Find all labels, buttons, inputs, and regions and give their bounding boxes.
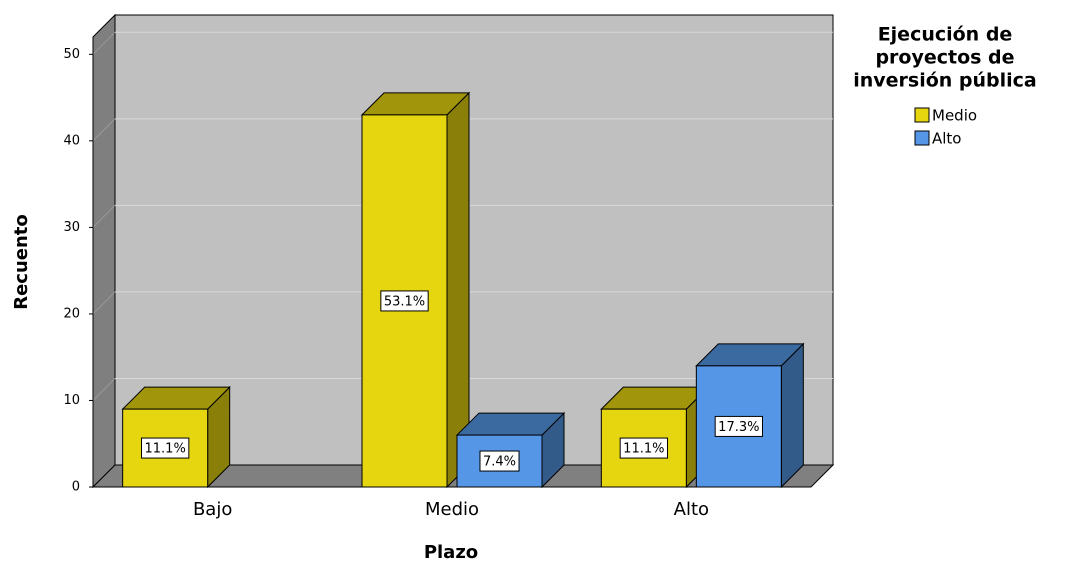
data-label: 11.1% — [623, 442, 664, 457]
y-tick-label: 50 — [63, 47, 80, 62]
bar-side — [780, 342, 804, 489]
y-tick-label: 0 — [72, 480, 80, 495]
data-label-box — [479, 450, 520, 472]
x-tick-label: Bajo — [193, 499, 232, 520]
x-tick-label: Medio — [425, 499, 479, 520]
x-tick-label: Alto — [674, 499, 709, 520]
legend-title: proyectos de — [875, 47, 1014, 69]
x-axis-title: Plazo — [424, 542, 478, 563]
legend-label: Alto — [932, 130, 962, 148]
legend-title: Ejecución de — [878, 24, 1013, 46]
y-tick-label: 40 — [63, 133, 80, 148]
data-label-box — [714, 415, 763, 437]
grid-line — [92, 118, 116, 142]
y-tick-label: 20 — [63, 306, 80, 321]
data-label-box — [380, 290, 429, 312]
legend-label: Medio — [932, 107, 977, 125]
legend-swatch — [914, 130, 930, 146]
grid-line — [92, 378, 116, 401]
data-label-box — [141, 437, 190, 459]
grid-line — [92, 31, 116, 55]
left-wall — [92, 13, 116, 489]
data-label-box — [619, 437, 668, 459]
data-label: 17.3% — [718, 420, 759, 435]
data-label: 7.4% — [483, 455, 516, 470]
legend-swatch — [914, 107, 930, 123]
grid-line — [92, 205, 116, 228]
grid-line — [92, 291, 116, 315]
data-label: 53.1% — [384, 294, 425, 309]
y-axis-title: Recuento — [11, 214, 32, 310]
legend-title: inversión pública — [853, 70, 1037, 92]
data-label: 11.1% — [145, 442, 186, 457]
y-tick-label: 30 — [63, 220, 80, 235]
y-tick-label: 10 — [63, 393, 80, 408]
